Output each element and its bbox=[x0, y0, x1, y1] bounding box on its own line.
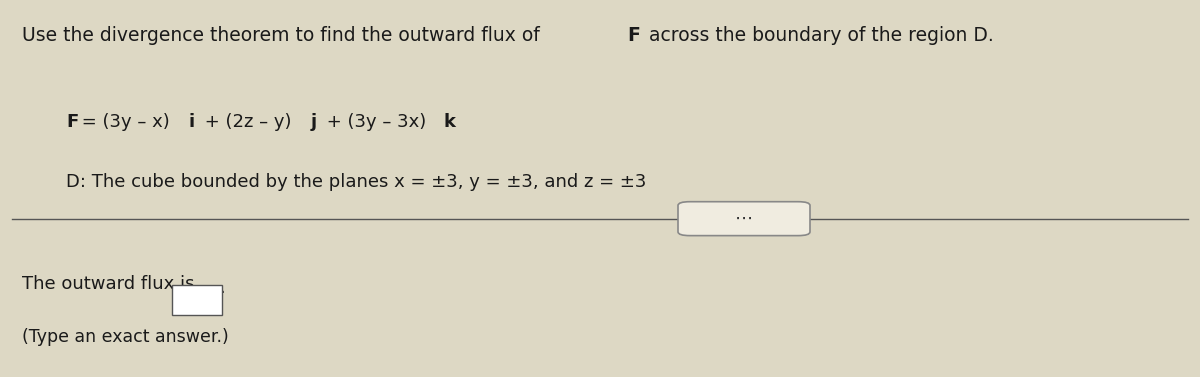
Text: ⋯: ⋯ bbox=[734, 210, 754, 228]
Text: The outward flux is: The outward flux is bbox=[22, 275, 200, 293]
Text: + (3y – 3x): + (3y – 3x) bbox=[322, 113, 426, 131]
Text: (Type an exact answer.): (Type an exact answer.) bbox=[22, 328, 228, 346]
Text: D: The cube bounded by the planes x = ±3, y = ±3, and z = ±3: D: The cube bounded by the planes x = ±3… bbox=[66, 173, 647, 192]
Text: + (2z – y): + (2z – y) bbox=[199, 113, 292, 131]
Text: i: i bbox=[188, 113, 194, 131]
FancyBboxPatch shape bbox=[678, 202, 810, 236]
Text: .: . bbox=[220, 279, 226, 297]
Text: across the boundary of the region D.: across the boundary of the region D. bbox=[643, 26, 994, 45]
Text: Use the divergence theorem to find the outward flux of: Use the divergence theorem to find the o… bbox=[22, 26, 545, 45]
Text: F: F bbox=[628, 26, 641, 45]
Text: j: j bbox=[311, 113, 317, 131]
Text: F: F bbox=[66, 113, 78, 131]
FancyBboxPatch shape bbox=[172, 285, 222, 315]
Text: k: k bbox=[444, 113, 456, 131]
Text: = (3y – x): = (3y – x) bbox=[77, 113, 170, 131]
